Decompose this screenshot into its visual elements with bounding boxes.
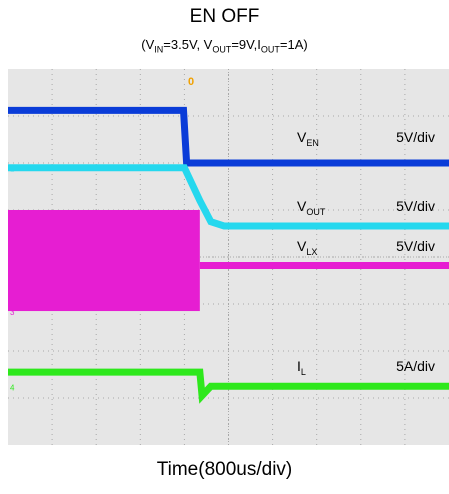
subtitle-text-3: =1A)	[279, 37, 308, 52]
chart-subtitle: (VIN=3.5V, VOUT=9V,IOUT=1A)	[0, 37, 449, 55]
trace-VEN	[8, 106, 449, 167]
trigger-marker: 0	[188, 76, 194, 88]
series-label-VEN: VEN	[297, 129, 319, 148]
series-label-VOUT: VOUT	[297, 198, 326, 217]
channel-marker-ch4: 4	[10, 383, 15, 392]
x-axis-label: Time(800us/div)	[156, 459, 293, 480]
series-scale-VLX: 5V/div	[396, 238, 435, 254]
chart-title: EN OFF	[189, 6, 260, 27]
series-label-IL: IL	[297, 358, 306, 377]
subtitle-sub-iout: OUT	[260, 44, 280, 55]
subtitle-sub-vin: IN	[154, 44, 164, 55]
series-scale-IL: 5A/div	[396, 358, 435, 374]
subtitle-open: (V	[141, 37, 155, 52]
series-label-VLX: VLX	[297, 238, 317, 257]
subtitle-text-1: =3.5V, V	[163, 37, 213, 52]
subtitle-sub-vout: OUT	[212, 44, 232, 55]
channel-marker-ch3: 3	[10, 308, 15, 317]
series-scale-VOUT: 5V/div	[396, 198, 435, 214]
trace-band-VLX	[8, 210, 200, 312]
subtitle-text-2: =9V,I	[231, 37, 261, 52]
series-scale-VEN: 5V/div	[396, 129, 435, 145]
trace-VOUT	[8, 164, 449, 230]
trace-IL	[8, 368, 449, 404]
